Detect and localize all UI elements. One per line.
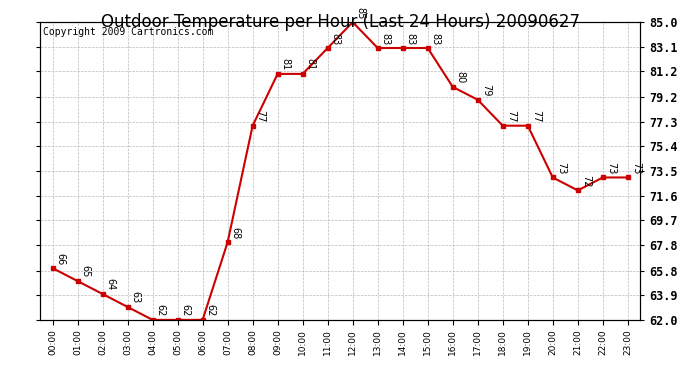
Text: 77: 77 (506, 110, 515, 123)
Text: 81: 81 (306, 58, 315, 70)
Text: Outdoor Temperature per Hour (Last 24 Hours) 20090627: Outdoor Temperature per Hour (Last 24 Ho… (101, 13, 580, 31)
Text: 72: 72 (581, 175, 591, 187)
Text: 77: 77 (531, 110, 541, 123)
Text: 73: 73 (631, 162, 641, 174)
Text: 79: 79 (481, 84, 491, 97)
Text: 73: 73 (606, 162, 615, 174)
Text: Copyright 2009 Cartronics.com: Copyright 2009 Cartronics.com (43, 27, 213, 37)
Text: 81: 81 (281, 58, 290, 70)
Text: 83: 83 (381, 33, 391, 45)
Text: 62: 62 (181, 304, 190, 316)
Text: 73: 73 (555, 162, 566, 174)
Text: 83: 83 (406, 33, 415, 45)
Text: 83: 83 (431, 33, 441, 45)
Text: 65: 65 (81, 266, 90, 278)
Text: 85: 85 (355, 6, 366, 19)
Text: 62: 62 (155, 304, 166, 316)
Text: 77: 77 (255, 110, 266, 123)
Text: 62: 62 (206, 304, 215, 316)
Text: 64: 64 (106, 279, 115, 291)
Text: 68: 68 (230, 227, 241, 239)
Text: 80: 80 (455, 71, 466, 84)
Text: 63: 63 (130, 291, 141, 304)
Text: 83: 83 (331, 33, 341, 45)
Text: 66: 66 (55, 253, 66, 265)
